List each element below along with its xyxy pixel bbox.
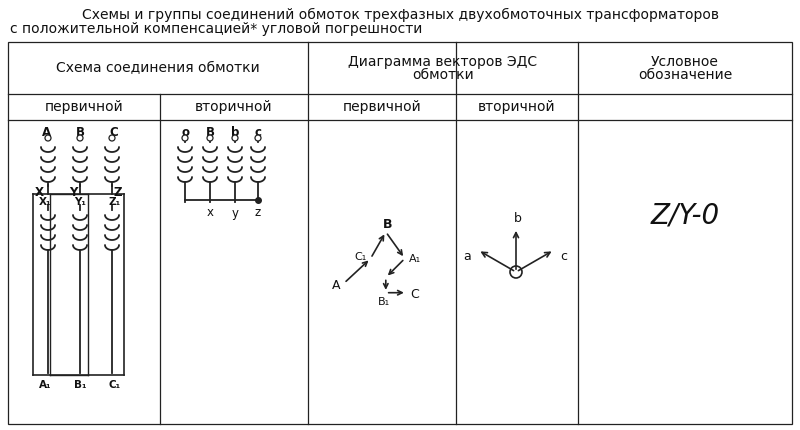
Text: Z₁: Z₁ <box>109 197 121 207</box>
Circle shape <box>232 135 238 141</box>
Text: X₁: X₁ <box>38 197 51 207</box>
Circle shape <box>182 135 188 141</box>
Circle shape <box>510 266 522 278</box>
Circle shape <box>45 135 51 141</box>
Text: Диаграмма векторов ЭДС: Диаграмма векторов ЭДС <box>349 55 538 69</box>
Text: Условное: Условное <box>651 55 719 69</box>
Text: B₁: B₁ <box>74 380 86 390</box>
Text: C: C <box>410 288 419 301</box>
Circle shape <box>207 135 213 141</box>
Text: обмотки: обмотки <box>412 68 474 82</box>
Text: обозначение: обозначение <box>638 68 732 82</box>
Text: B: B <box>383 218 393 231</box>
Text: первичной: первичной <box>342 100 422 114</box>
Text: o: o <box>181 126 189 138</box>
Circle shape <box>255 135 261 141</box>
Text: B: B <box>206 126 214 138</box>
Text: Схемы и группы соединений обмоток трехфазных двухобмоточных трансформаторов: Схемы и группы соединений обмоток трехфа… <box>82 8 718 22</box>
Text: A₁: A₁ <box>38 380 51 390</box>
Circle shape <box>109 135 115 141</box>
Text: C: C <box>110 126 118 138</box>
Text: c: c <box>561 249 568 262</box>
Text: X: X <box>35 185 44 199</box>
Text: с положительной компенсацией* угловой погрешности: с положительной компенсацией* угловой по… <box>10 22 422 36</box>
Text: вторичной: вторичной <box>195 100 273 114</box>
Text: x: x <box>206 206 214 219</box>
Bar <box>8 42 792 424</box>
Text: Z: Z <box>113 185 122 199</box>
Text: первичной: первичной <box>45 100 123 114</box>
Text: B: B <box>75 126 85 138</box>
Text: y: y <box>231 206 238 219</box>
Text: C₁: C₁ <box>354 252 366 261</box>
Text: A: A <box>42 126 50 138</box>
Text: c: c <box>254 126 262 138</box>
Text: Y: Y <box>70 185 78 199</box>
Text: A: A <box>332 279 340 292</box>
Text: b: b <box>231 126 239 138</box>
Text: b: b <box>514 212 522 224</box>
Text: z: z <box>255 206 261 219</box>
Circle shape <box>77 135 83 141</box>
Text: Y₁: Y₁ <box>74 197 86 207</box>
Text: вторичной: вторичной <box>478 100 556 114</box>
Text: Схема соединения обмотки: Схема соединения обмотки <box>56 61 260 75</box>
Text: Z/Y-0: Z/Y-0 <box>650 201 719 229</box>
Text: C₁: C₁ <box>109 380 121 390</box>
Text: B₁: B₁ <box>378 297 390 307</box>
Text: a: a <box>463 249 470 262</box>
Text: A₁: A₁ <box>409 254 421 264</box>
